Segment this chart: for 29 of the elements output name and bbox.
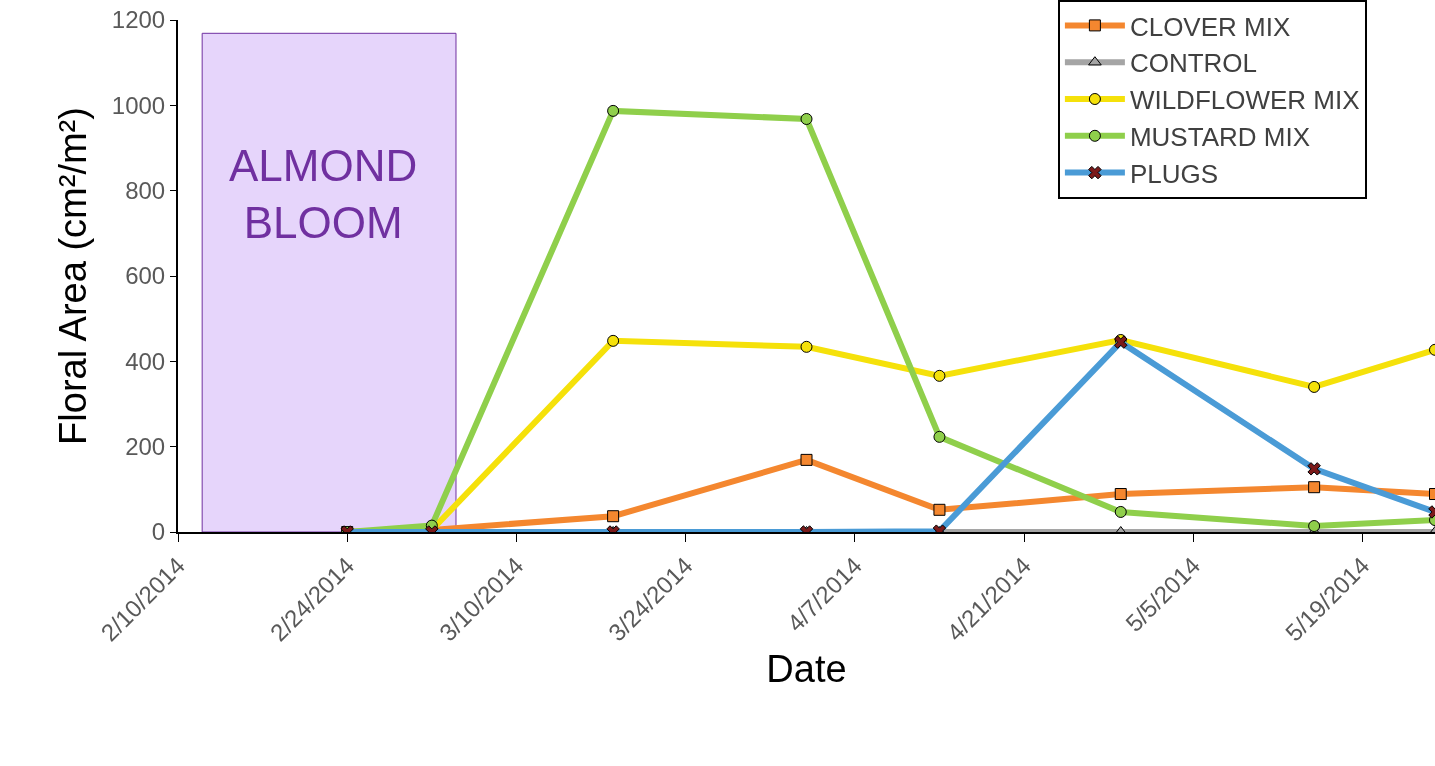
- point: [607, 104, 620, 117]
- point: [933, 430, 946, 443]
- point: [1114, 488, 1127, 501]
- point: [933, 503, 946, 516]
- y-tick-label: 200: [125, 433, 166, 461]
- point: [800, 112, 813, 125]
- legend-label: WILDFLOWER MIX: [1129, 85, 1360, 116]
- point: [933, 369, 946, 382]
- point: [1308, 481, 1321, 494]
- point: [607, 510, 620, 523]
- band-label: ALMOND BLOOM: [229, 141, 418, 248]
- legend-label: CONTROL: [1129, 48, 1258, 79]
- legend-label: PLUGS: [1129, 158, 1219, 189]
- legend-label: CLOVER MIX: [1129, 11, 1291, 42]
- point: [800, 453, 813, 466]
- point: [1114, 505, 1127, 518]
- y-tick-label: 0: [151, 518, 166, 546]
- point: [1308, 380, 1321, 393]
- y-axis-title: Floral Area (cm²/m²): [51, 107, 94, 445]
- legend-label: MUSTARD MIX: [1129, 121, 1310, 152]
- y-tick-label: 400: [125, 347, 166, 375]
- point: [800, 340, 813, 353]
- point: [607, 334, 620, 347]
- y-tick-label: 800: [125, 177, 166, 205]
- y-tick-label: 1200: [111, 6, 166, 34]
- y-tick-label: 600: [125, 262, 166, 290]
- x-axis-title: Date: [766, 647, 847, 690]
- y-tick-label: 1000: [111, 91, 166, 119]
- point: [1308, 520, 1321, 532]
